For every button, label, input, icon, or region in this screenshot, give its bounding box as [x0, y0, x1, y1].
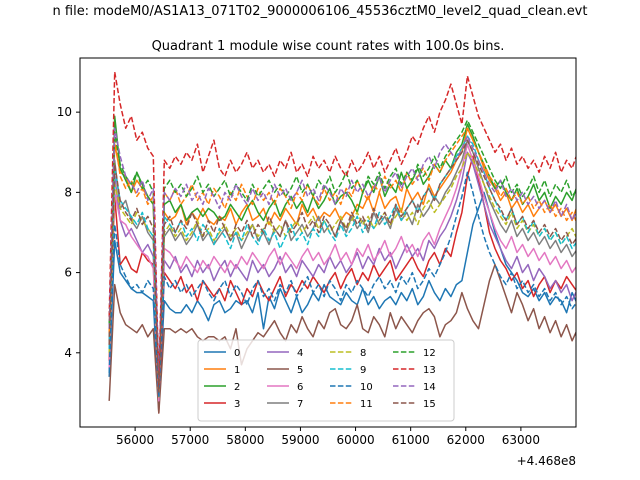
y-tick-label: 4 — [64, 346, 72, 360]
x-offset-label: +4.468e8 — [517, 454, 576, 468]
x-tick-label: 61000 — [392, 433, 430, 447]
legend-box — [197, 339, 455, 422]
legend-label: 2 — [234, 382, 240, 393]
y-axis: 4 6 8 10 — [57, 105, 80, 360]
legend-label: 7 — [297, 399, 303, 410]
legend-label: 0 — [234, 348, 240, 359]
legend-label: 15 — [423, 399, 436, 410]
plot-frame — [79, 57, 577, 428]
series-14-line — [108, 127, 576, 382]
series-3-line — [108, 155, 576, 414]
x-tick-label: 63000 — [502, 433, 540, 447]
series-6-line — [108, 143, 576, 402]
legend-label: 13 — [423, 365, 436, 376]
series-5-line — [108, 263, 576, 414]
legend-label: 14 — [423, 382, 436, 393]
legend-label: 12 — [423, 348, 436, 359]
legend-label: 9 — [360, 365, 366, 376]
chart-title: Quadrant 1 module wise count rates with … — [152, 39, 505, 54]
x-tick-label: 60000 — [336, 433, 374, 447]
series-15-line — [108, 139, 576, 394]
legend-label: 1 — [234, 365, 240, 376]
y-tick-label: 10 — [57, 105, 72, 119]
x-tick-label: 56000 — [116, 433, 154, 447]
series-7-line — [108, 139, 576, 394]
legend-label: 8 — [360, 348, 366, 359]
series-9-line — [108, 135, 576, 390]
x-tick-label: 57000 — [171, 433, 209, 447]
x-tick-label: 58000 — [226, 433, 264, 447]
series-13-line — [108, 71, 576, 386]
x-tick-label: 62000 — [447, 433, 485, 447]
legend-label: 3 — [234, 399, 240, 410]
y-tick-label: 8 — [64, 185, 72, 199]
legend-label: 4 — [297, 348, 303, 359]
legend-label: 5 — [297, 365, 303, 376]
series-12-line — [108, 119, 576, 386]
series-layer — [108, 71, 576, 414]
y-tick-label: 6 — [64, 266, 72, 280]
legend-label: 6 — [297, 382, 303, 393]
legend-label: 11 — [360, 399, 373, 410]
series-4-line — [108, 151, 576, 398]
series-8-line — [108, 151, 576, 398]
figure-suptitle: n file: modeM0/AS1A13_071T02_9000006106_… — [53, 4, 588, 19]
series-10-line — [108, 171, 576, 398]
x-tick-label: 59000 — [281, 433, 319, 447]
legend-label: 10 — [360, 382, 373, 393]
x-axis: 56000 57000 58000 59000 60000 61000 62000 63000 — [116, 427, 540, 447]
